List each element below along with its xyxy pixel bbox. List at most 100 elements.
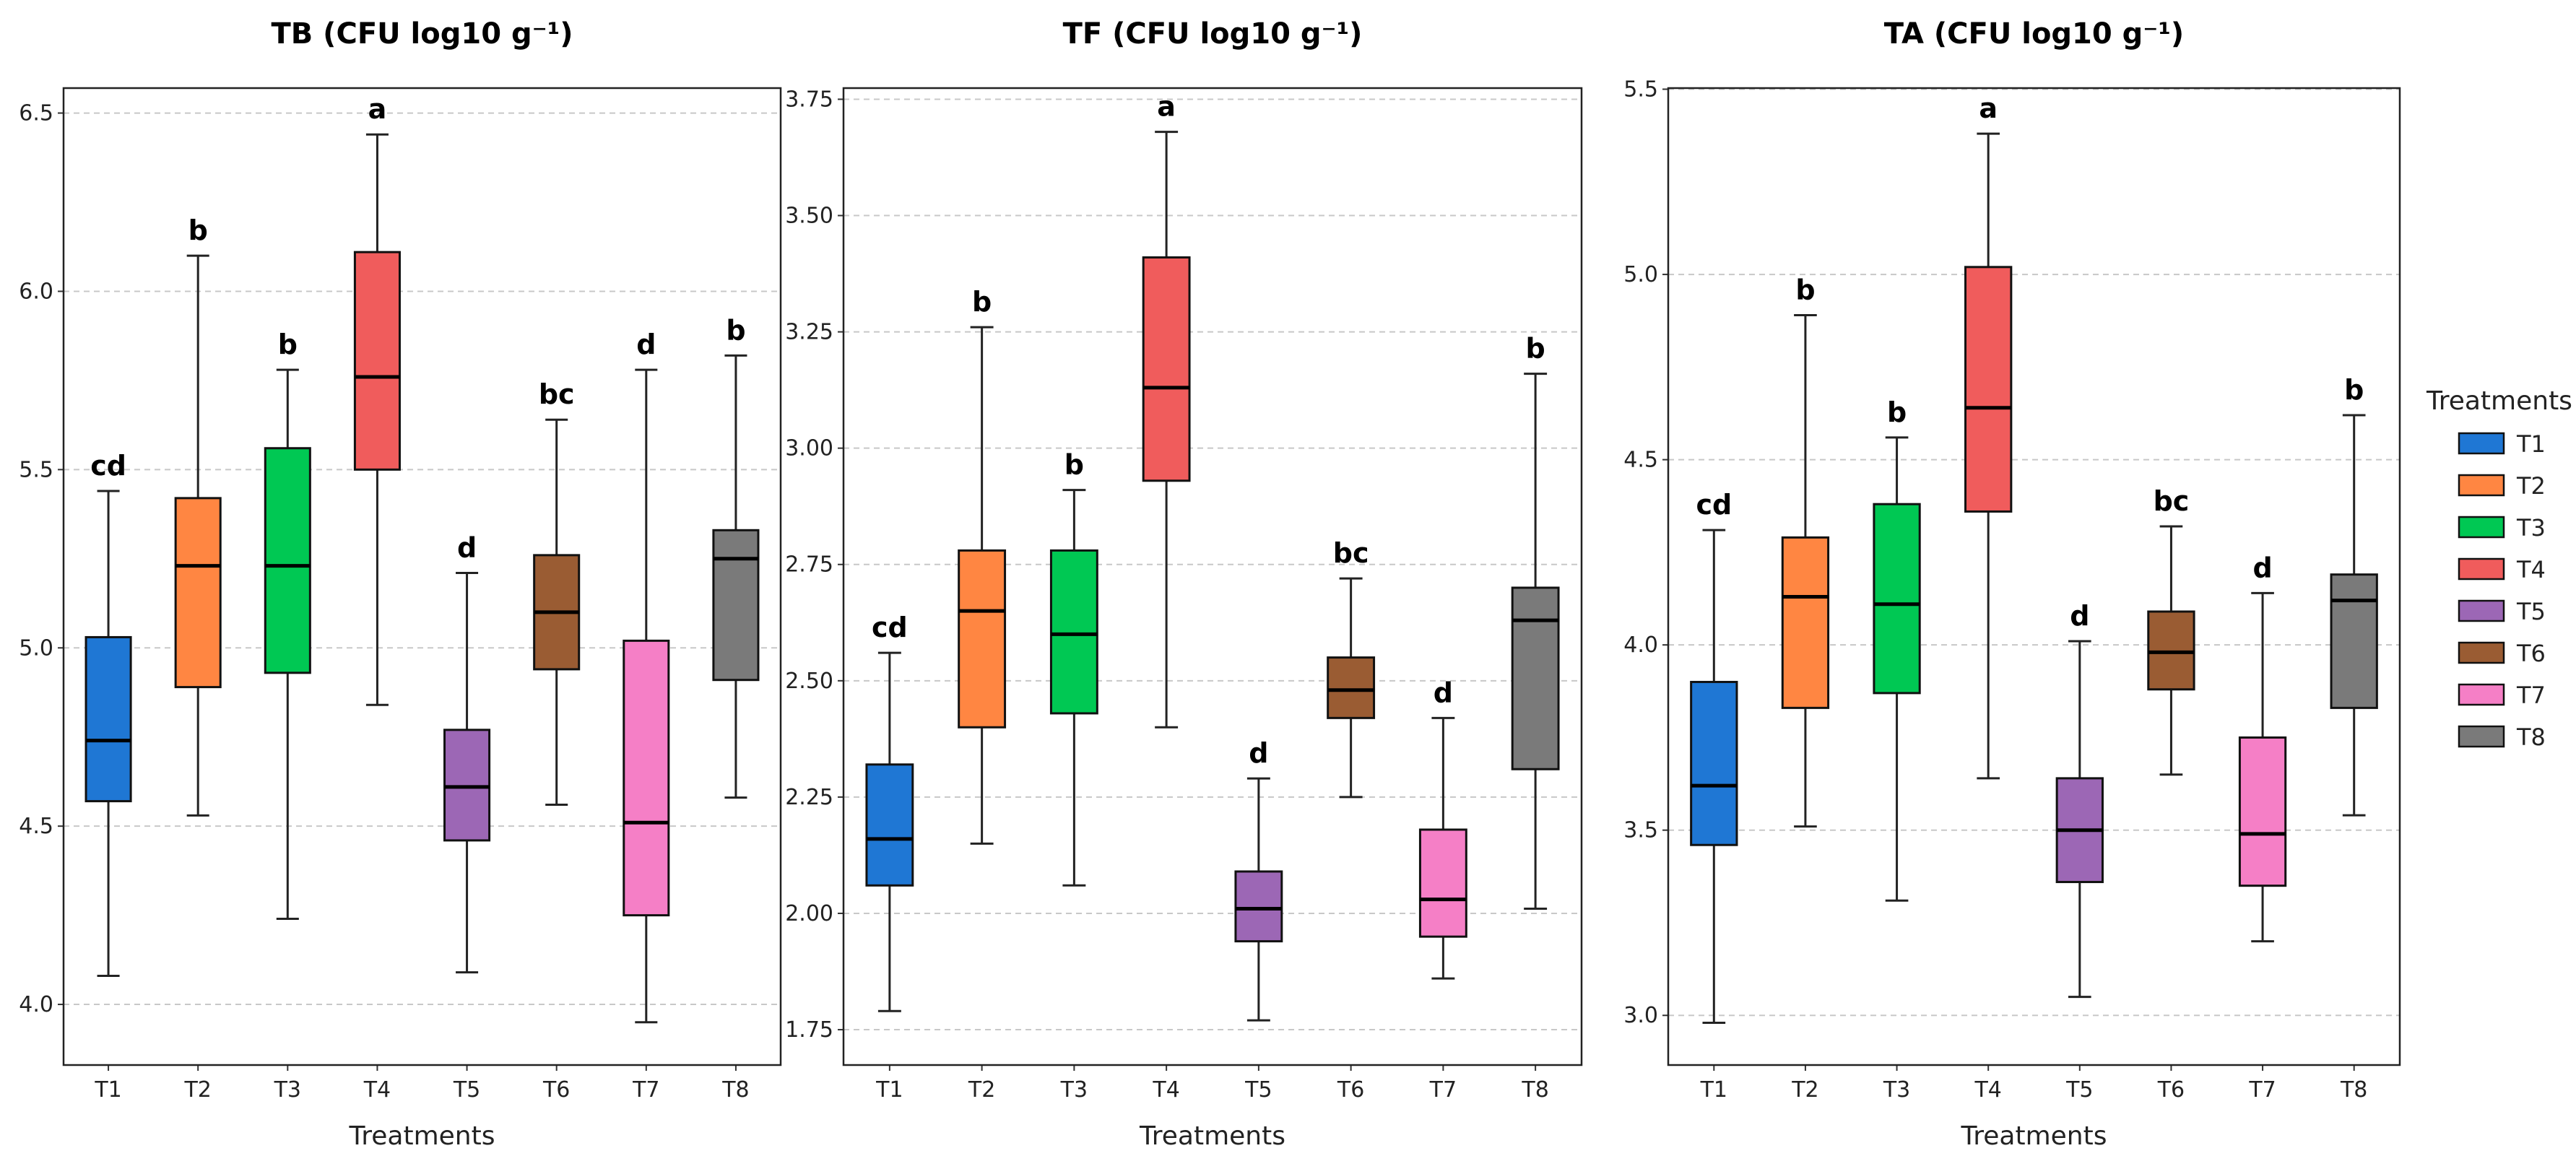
box-t3: b: [1873, 396, 1921, 902]
y-tick-label: 3.00: [785, 436, 833, 461]
box-t3: b: [1049, 449, 1098, 887]
iqr-box: [1049, 549, 1098, 715]
x-tick-label: T7: [632, 1077, 659, 1103]
significance-letter: bc: [539, 378, 575, 410]
x-tick-label: T3: [1060, 1077, 1088, 1103]
legend-swatch: [2458, 557, 2505, 581]
significance-letter: cd: [872, 612, 908, 643]
significance-letter: b: [2344, 374, 2364, 406]
significance-letter: bc: [1333, 537, 1369, 569]
x-axis-label: Treatments: [349, 1121, 495, 1151]
x-tick-label: T5: [1244, 1077, 1272, 1103]
iqr-box: [1234, 870, 1283, 943]
box-t7: d: [623, 329, 670, 1024]
chart-title: TB (CFU log10 g⁻¹): [271, 17, 573, 51]
legend-item-t3: T3: [2458, 514, 2546, 542]
x-tick-label: T5: [2065, 1077, 2093, 1103]
y-tick-label: 3.50: [785, 204, 833, 229]
y-tick-label: 3.75: [785, 87, 833, 112]
iqr-box: [1327, 656, 1376, 719]
x-tick-label: T5: [453, 1077, 480, 1103]
x-tick-label: T2: [1791, 1077, 1818, 1103]
legend-label: T8: [2516, 723, 2546, 751]
iqr-box: [623, 639, 670, 917]
iqr-box: [1873, 503, 1921, 695]
significance-letter: b: [1526, 333, 1545, 365]
x-tick-label: T8: [1521, 1077, 1548, 1103]
legend-item-t2: T2: [2458, 472, 2546, 500]
significance-letter: d: [457, 532, 477, 564]
iqr-box: [1690, 680, 1738, 846]
x-tick-label: T6: [1337, 1077, 1364, 1103]
y-tick-label: 4.5: [1623, 448, 1658, 473]
iqr-box: [174, 497, 222, 689]
legend-item-t7: T7: [2458, 682, 2546, 709]
box-t8: b: [712, 314, 760, 799]
chart-title: TA (CFU log10 g⁻¹): [1884, 17, 2184, 51]
y-tick-label: 6.0: [19, 279, 53, 304]
iqr-box: [958, 549, 1007, 729]
y-tick-label: 3.25: [785, 320, 833, 345]
significance-letter: d: [2252, 552, 2272, 583]
box-t4: a: [1142, 91, 1191, 729]
box-t5: d: [443, 532, 491, 974]
legend-label: T5: [2516, 598, 2546, 625]
x-tick-label: T8: [2340, 1077, 2367, 1103]
significance-letter: d: [1434, 677, 1453, 708]
y-tick-label: 4.5: [19, 814, 53, 839]
significance-letter: a: [1157, 91, 1176, 123]
x-tick-label: T6: [2157, 1077, 2185, 1103]
box-t5: d: [1234, 737, 1283, 1022]
significance-letter: b: [1795, 274, 1815, 306]
x-tick-label: T4: [1152, 1077, 1179, 1103]
y-tick-label: 2.25: [785, 785, 833, 810]
box-t2: b: [174, 214, 222, 817]
iqr-box: [1781, 536, 1830, 709]
significance-letter: d: [636, 329, 656, 360]
panel-tf: 1.75 2.00 2.25 2.50 2.75 3.00 3.25 3.50 3.75 cd T1…: [785, 17, 1583, 1151]
significance-letter: bc: [2154, 485, 2190, 517]
legend-label: T4: [2516, 556, 2546, 583]
box-t6: bc: [2147, 485, 2195, 776]
iqr-box: [1142, 256, 1191, 482]
y-tick-label: 5.0: [19, 635, 53, 661]
y-tick-label: 2.50: [785, 669, 833, 694]
x-tick-label: T3: [1883, 1077, 1910, 1103]
legend-swatch: [2458, 474, 2505, 497]
iqr-box: [712, 529, 760, 682]
x-tick-label: T3: [274, 1077, 301, 1103]
legend-item-t4: T4: [2458, 556, 2546, 583]
x-tick-label: T7: [2248, 1077, 2276, 1103]
significance-letter: a: [1979, 92, 1998, 124]
y-tick-label: 2.00: [785, 901, 833, 926]
legend-label: T3: [2516, 514, 2546, 542]
legend-item-t6: T6: [2458, 640, 2546, 667]
legend: Treatments T1 T2 T3 T4 T5 T6 T7 T8: [2426, 386, 2572, 751]
significance-letter: cd: [1696, 489, 1732, 521]
y-tick-label: 6.5: [19, 101, 53, 126]
axes-frame: [1667, 87, 2401, 1066]
legend-label: T6: [2516, 640, 2546, 667]
axes-frame: [62, 87, 782, 1066]
iqr-box: [2330, 573, 2378, 709]
box-t3: b: [264, 329, 311, 921]
legend-item-t5: T5: [2458, 598, 2546, 625]
box-t1: cd: [84, 450, 132, 978]
significance-letter: b: [726, 314, 745, 346]
y-tick-label: 4.0: [1623, 633, 1658, 658]
box-t2: b: [1781, 274, 1830, 828]
y-tick-label: 5.5: [1623, 77, 1658, 103]
x-tick-label: T4: [363, 1077, 391, 1103]
y-tick-label: 3.5: [1623, 818, 1658, 843]
box-t8: b: [2330, 374, 2378, 817]
x-axis-label: Treatments: [1961, 1121, 2107, 1151]
legend-item-t1: T1: [2458, 430, 2546, 458]
y-tick-label: 1.75: [785, 1017, 833, 1043]
iqr-box: [2147, 610, 2195, 691]
x-tick-label: T4: [1974, 1077, 2001, 1103]
panel-ta: 3.0 3.5 4.0 4.5 5.0 5.5 cd T1 b T2 b T3 a T4 d T5 bc T6 d T…: [1623, 17, 2401, 1151]
box-t5: d: [2055, 600, 2104, 999]
significance-letter: d: [2070, 600, 2089, 632]
significance-letter: d: [1249, 737, 1268, 769]
